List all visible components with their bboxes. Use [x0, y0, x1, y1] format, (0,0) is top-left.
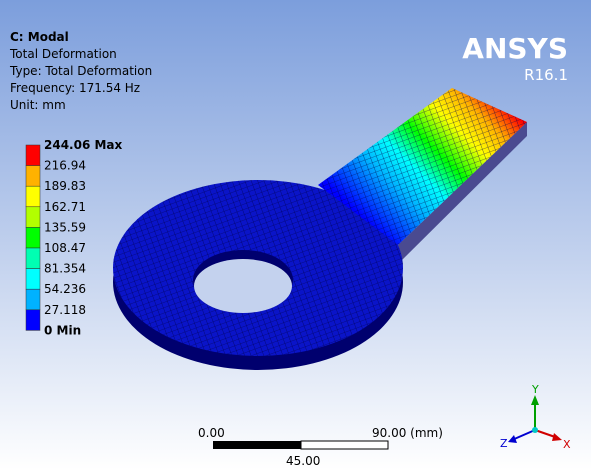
logo-name: ANSYS: [462, 32, 568, 65]
legend-swatch: [26, 269, 40, 290]
logo-version: R16.1: [524, 66, 568, 84]
legend-swatch: [26, 289, 40, 310]
viewport: C: Modal Total Deformation Type: Total De…: [0, 0, 591, 470]
legend-label: 27.118: [44, 303, 86, 317]
legend-swatch: [26, 227, 40, 248]
header-title: C: Modal: [10, 30, 69, 44]
legend-label: 54.236: [44, 282, 86, 296]
header-line: Frequency: 171.54 Hz: [10, 81, 140, 95]
header-line: Type: Total Deformation: [9, 64, 152, 78]
legend-swatch: [26, 248, 40, 269]
scale-mid: 45.00: [286, 454, 320, 468]
page: C: Modal Total Deformation Type: Total De…: [0, 0, 591, 470]
legend-label: 81.354: [44, 262, 86, 276]
legend-label: 244.06 Max: [44, 138, 123, 152]
scale-end: 90.00 (mm): [372, 426, 443, 440]
header-line: Unit: mm: [10, 98, 66, 112]
legend-label: 189.83: [44, 179, 86, 193]
triad-z: Z: [500, 437, 508, 450]
triad-x: X: [563, 438, 571, 451]
legend-swatch: [26, 145, 40, 166]
legend-swatch: [26, 186, 40, 207]
legend-label: 162.71: [44, 200, 86, 214]
scale-start: 0.00: [198, 426, 225, 440]
header-line: Total Deformation: [9, 47, 117, 61]
legend-swatch: [26, 310, 40, 331]
legend-label: 216.94: [44, 159, 86, 173]
triad-y: Y: [531, 383, 539, 396]
legend-label: 108.47: [44, 241, 86, 255]
legend-label: 135.59: [44, 220, 86, 234]
legend-swatch: [26, 166, 40, 187]
legend-swatch: [26, 207, 40, 228]
legend-label: 0 Min: [44, 323, 81, 337]
